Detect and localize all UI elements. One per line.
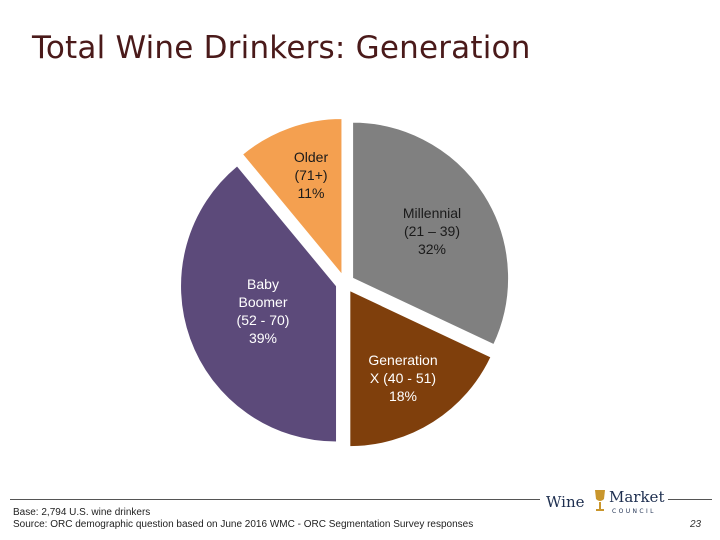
- logo-word-wine: Wine: [546, 493, 585, 511]
- footer-divider: [10, 499, 540, 500]
- pie-slice-genx: [349, 289, 492, 448]
- slice-label-line: 39%: [249, 330, 277, 346]
- slice-label-line: X (40 - 51): [370, 370, 436, 386]
- logo-word-council: COUNCIL: [612, 508, 656, 515]
- slice-label-line: 18%: [389, 388, 417, 404]
- slice-label-line: (71+): [294, 167, 327, 183]
- slice-label-line: 11%: [298, 185, 325, 201]
- slide-title: Total Wine Drinkers: Generation: [32, 30, 531, 66]
- slice-label-line: (52 - 70): [237, 312, 290, 328]
- wine-market-council-logo: Wine Market COUNCIL: [546, 488, 664, 515]
- slice-label-boomer: Baby Boomer (52 - 70) 39%: [237, 276, 290, 346]
- footer-divider-right: [668, 499, 712, 500]
- logo-word-market: Market: [609, 488, 664, 506]
- wine-glass-icon: [595, 490, 605, 511]
- slice-label-millennial: Millennial (21 – 39) 32%: [403, 205, 461, 257]
- slice-label-line: Millennial: [403, 205, 461, 221]
- page-number: 23: [690, 519, 702, 530]
- slice-label-genx: Generation X (40 - 51) 18%: [368, 352, 437, 404]
- slice-label-line: Boomer: [238, 294, 287, 310]
- slice-label-line: Baby: [247, 276, 279, 292]
- pie-slice-older: [241, 118, 343, 276]
- slice-label-line: 32%: [418, 241, 446, 257]
- pie-slice-millennial: [352, 121, 510, 346]
- slice-label-line: Older: [294, 149, 329, 165]
- pie-slice-boomer: [180, 165, 338, 443]
- slice-label-line: Generation: [368, 352, 437, 368]
- source-note: Source: ORC demographic question based o…: [13, 519, 474, 530]
- slice-label-line: (21 – 39): [404, 223, 460, 239]
- base-note: Base: 2,794 U.S. wine drinkers: [13, 507, 151, 518]
- slice-label-older: Older (71+) 11%: [294, 149, 329, 201]
